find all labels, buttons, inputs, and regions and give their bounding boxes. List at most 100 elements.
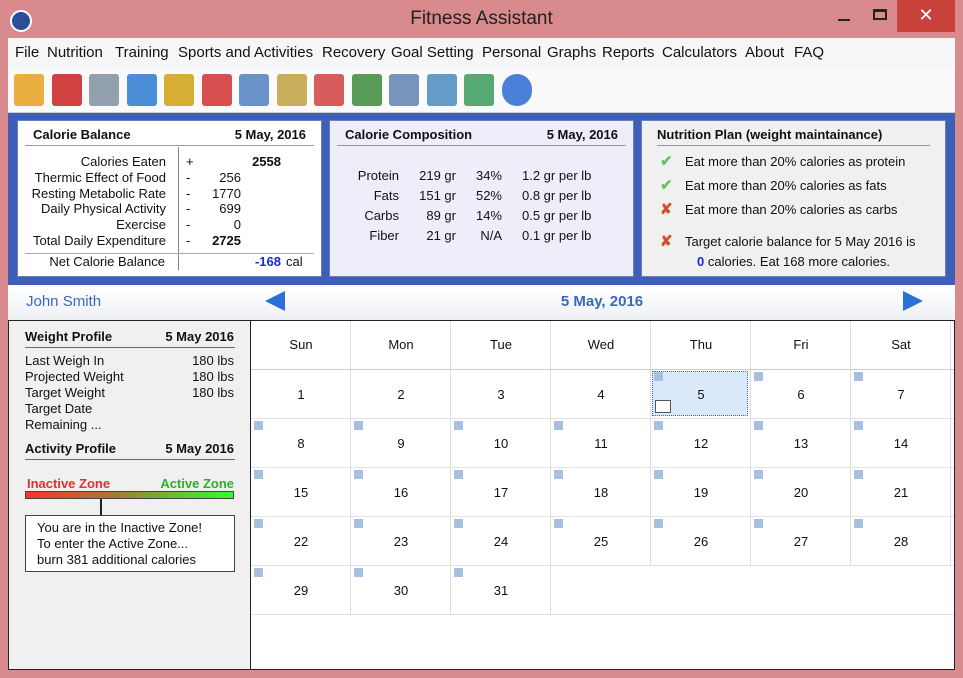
grid-line xyxy=(650,517,651,566)
grid-line xyxy=(850,468,851,517)
day-marker xyxy=(854,519,863,528)
message-line: To enter the Active Zone... xyxy=(37,536,189,551)
day-marker xyxy=(654,421,663,430)
day-number: 5 xyxy=(697,387,705,402)
menu-item[interactable]: FAQ xyxy=(794,44,825,61)
weekday-label: Fri xyxy=(793,337,809,352)
toolbar-button[interactable] xyxy=(164,74,194,106)
grid-line xyxy=(850,370,851,419)
grid-line xyxy=(950,517,951,566)
grid-line xyxy=(251,369,954,370)
menu-item[interactable]: Graphs xyxy=(547,44,597,61)
day-number: 9 xyxy=(397,436,405,451)
toolbar-button[interactable] xyxy=(239,74,269,106)
row-value: 256 xyxy=(219,169,241,185)
maximize-button[interactable] xyxy=(873,9,887,20)
row-sign: - xyxy=(186,201,191,217)
day-marker xyxy=(554,470,563,479)
day-number: 31 xyxy=(493,583,509,598)
calorie-composition-box xyxy=(329,120,634,277)
day-number: 17 xyxy=(493,485,509,500)
day-marker xyxy=(754,372,763,381)
nutrient-per-lb: 0.1 gr per lb xyxy=(522,228,592,243)
box-title: Calorie Balance xyxy=(33,127,131,142)
nutrient-percent: N/A xyxy=(480,228,502,243)
nutrient-per-lb: 1.2 gr per lb xyxy=(522,168,592,183)
menu-item[interactable]: Reports xyxy=(602,44,655,61)
grid-line xyxy=(251,565,954,566)
day-marker xyxy=(854,421,863,430)
toolbar-button[interactable] xyxy=(426,74,457,106)
message-line: You are in the Inactive Zone! xyxy=(37,520,203,535)
day-number: 12 xyxy=(693,436,709,451)
active-zone-label: Active Zone xyxy=(160,476,234,491)
plan-item: Eat more than 20% calories as carbs xyxy=(685,202,898,217)
section-date: 5 May 2016 xyxy=(165,441,234,456)
toolbar-button[interactable] xyxy=(14,74,44,106)
menu-item[interactable]: Sports and Activities xyxy=(178,44,314,61)
day-number: 3 xyxy=(497,387,505,402)
net-unit: cal xyxy=(286,254,303,269)
message-line: burn 381 additional calories xyxy=(37,552,196,567)
day-marker xyxy=(554,519,563,528)
minimize-button[interactable] xyxy=(838,19,850,21)
toolbar-button[interactable] xyxy=(314,74,344,106)
check-icon: ✔ xyxy=(660,177,673,194)
weekday-label: Thu xyxy=(689,337,713,352)
day-number: 10 xyxy=(493,436,509,451)
weekday-label: Mon xyxy=(388,337,414,352)
toolbar-button[interactable] xyxy=(501,74,532,106)
inactive-zone-label: Inactive Zone xyxy=(27,476,111,491)
nutrient-percent: 34% xyxy=(475,168,502,183)
day-marker xyxy=(254,519,263,528)
toolbar-button[interactable] xyxy=(464,74,494,106)
toolbar-button[interactable] xyxy=(201,74,232,106)
day-number: 16 xyxy=(393,485,409,500)
menu-item[interactable]: About xyxy=(745,44,785,61)
next-month-button[interactable] xyxy=(903,291,923,311)
day-number: 30 xyxy=(393,583,409,598)
weekday-label: Sat xyxy=(891,337,911,352)
close-button[interactable]: ✕ xyxy=(897,0,955,32)
menu-item[interactable]: Recovery xyxy=(322,44,386,61)
row-label: Total Daily Expenditure xyxy=(33,233,166,248)
nutrient-percent: 52% xyxy=(475,188,502,203)
grid-line xyxy=(650,321,651,370)
day-number: 20 xyxy=(793,485,809,500)
day-number: 11 xyxy=(594,436,608,451)
day-marker xyxy=(854,372,863,381)
day-number: 29 xyxy=(293,583,309,598)
day-number: 23 xyxy=(393,534,409,549)
toolbar-button[interactable] xyxy=(389,74,419,106)
profile-label: Target Date xyxy=(25,401,93,416)
grid-line xyxy=(750,321,751,370)
menu-item[interactable]: File xyxy=(15,44,40,61)
separator xyxy=(25,347,235,348)
row-value: 1770 xyxy=(212,185,241,201)
menu-item[interactable]: Calculators xyxy=(662,44,738,61)
target-value: 0 xyxy=(697,254,705,269)
toolbar-button[interactable] xyxy=(126,74,157,106)
menu-item[interactable]: Goal Setting xyxy=(391,44,474,61)
profile-label: Remaining ... xyxy=(25,417,102,432)
day-number: 27 xyxy=(793,534,809,549)
box-date: 5 May, 2016 xyxy=(234,127,306,142)
row-label: Resting Metabolic Rate xyxy=(31,185,166,201)
menu-item[interactable]: Personal xyxy=(482,44,542,61)
day-marker xyxy=(454,568,463,577)
toolbar-button[interactable] xyxy=(351,74,382,106)
grid-line xyxy=(950,468,951,517)
menu-item[interactable]: Nutrition xyxy=(47,44,103,61)
toolbar-button[interactable] xyxy=(89,74,119,106)
message-box xyxy=(25,515,235,572)
day-number: 7 xyxy=(897,387,905,402)
row-label: Thermic Effect of Food xyxy=(34,169,166,185)
prev-month-button[interactable] xyxy=(265,291,285,311)
day-marker xyxy=(254,421,263,430)
grid-line xyxy=(750,517,751,566)
profile-label: Projected Weight xyxy=(25,369,124,384)
toolbar-button[interactable] xyxy=(276,74,307,106)
toolbar-button[interactable] xyxy=(51,74,82,106)
nutrient-percent: 14% xyxy=(475,208,502,223)
menu-item[interactable]: Training xyxy=(115,44,169,61)
